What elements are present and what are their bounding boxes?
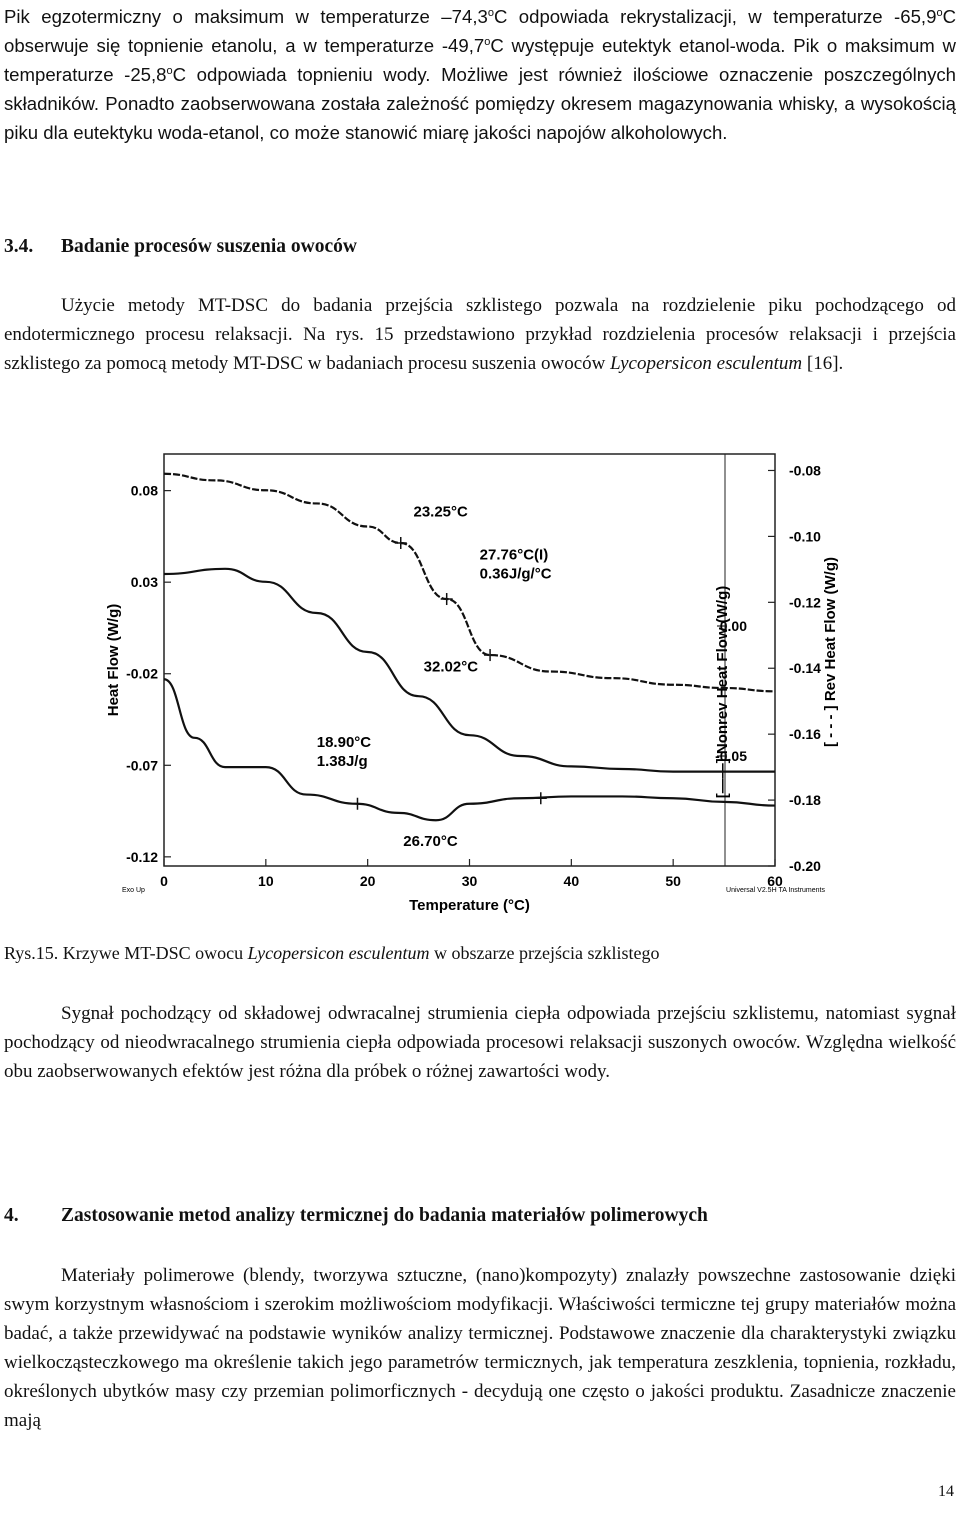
annotation: 1.38J/g [317, 753, 368, 770]
footer-left: Exo Up [122, 887, 145, 894]
section-3-4-paragraph: Użycie metody MT-DSC do badania przejści… [4, 295, 956, 374]
species-name: Lycopersicon esculentum [610, 353, 803, 374]
annotation: 27.76°C(I) [480, 546, 549, 563]
y-left-tick-label: -0.07 [126, 757, 158, 773]
x-tick-label: 60 [767, 873, 783, 889]
annotation: 32.02°C [424, 659, 479, 676]
y-right2-tick-label: -0.12 [789, 594, 821, 610]
y-left-tick-label: 0.03 [131, 574, 158, 590]
x-tick-label: 30 [462, 873, 478, 889]
y-right1-tick-label: 0.00 [720, 618, 747, 634]
x-tick-label: 10 [258, 873, 274, 889]
y-right1-tick-label: -0.05 [715, 748, 747, 764]
annotation: 18.90°C [317, 734, 372, 751]
y-left-tick-label: -0.12 [126, 849, 158, 865]
figure-label: Rys.15. [4, 943, 59, 963]
x-tick-label: 40 [564, 873, 580, 889]
section-number: 3.4. [4, 236, 34, 257]
x-tick-label: 20 [360, 873, 376, 889]
x-title: Temperature (°C) [409, 897, 530, 914]
intro-text-2: C odpowiada rekrystalizacji, w temperatu… [493, 6, 937, 27]
footer-right: Universal V2.5H TA Instruments [726, 887, 825, 894]
intro-text-1: Pik egzotermiczny o maksimum w temperatu… [4, 6, 488, 27]
y-right2-tick-label: -0.08 [789, 462, 821, 478]
y-left-tick-label: -0.02 [126, 666, 158, 682]
x-tick-label: 50 [665, 873, 681, 889]
section-number: 4. [4, 1205, 19, 1226]
section-title: Zastosowanie metod analizy termicznej do… [61, 1205, 708, 1226]
signal-paragraph: Sygnał pochodzący od składowej odwracaln… [4, 1003, 956, 1082]
mt-dsc-chart: 0 10 20 30 40 50 60 0.08 0.03 -0.02 -0.07 -0.12 -0.0… [105, 453, 839, 914]
y-left-tick-label: 0.08 [131, 483, 158, 499]
y-right2-title: [ - - - ] Rev Heat Flow (W/g) [822, 557, 839, 747]
series-line-heat-flow [163, 678, 776, 822]
page-number: 14 [938, 1483, 954, 1500]
y-right2-tick-label: -0.10 [789, 528, 821, 544]
annotation: 0.36J/g/°C [480, 565, 552, 582]
y-right2-tick-label: -0.20 [789, 858, 821, 874]
intro-text-4: C występuje eutektyk etanol-woda. Pik o … [4, 35, 956, 85]
y-right2-tick-label: -0.18 [789, 792, 821, 808]
section-4-paragraph: Materiały polimerowe (blendy, tworzywa s… [4, 1265, 956, 1431]
figure-caption: Rys.15. Krzywe MT-DSC owocu Lycopersicon… [4, 943, 660, 963]
intro-text-5: C odpowiada topnieniu wody. Możliwe jest… [4, 64, 957, 143]
x-tick-label: 0 [160, 873, 168, 889]
section-heading-3-4: 3.4. Badanie procesów suszenia owoców [4, 236, 357, 258]
intro-paragraph: Pik egzotermiczny o maksimum w temperatu… [4, 6, 957, 143]
annotation: 26.70°C [403, 833, 458, 850]
y-right2-tick-label: -0.14 [789, 660, 821, 676]
y-right2-tick-label: -0.16 [789, 726, 821, 742]
section-title: Badanie procesów suszenia owoców [61, 236, 357, 257]
y-right1-title: [——] Nonrev Heat Flow (W/g) [714, 586, 731, 799]
intro-text-3: C obserwuje się topnienie etanolu, a w t… [4, 6, 956, 56]
section-heading-4: 4. Zastosowanie metod analizy termicznej … [4, 1205, 708, 1227]
series-line-nonrev-heat-flow [163, 567, 775, 773]
annotation: 23.25°C [413, 504, 468, 521]
y-left-title: Heat Flow (W/g) [105, 604, 122, 717]
